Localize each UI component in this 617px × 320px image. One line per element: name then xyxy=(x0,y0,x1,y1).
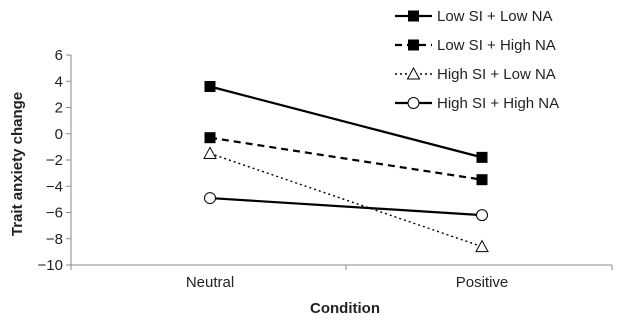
legend: Low SI + Low NA Low SI + High NA High SI +… xyxy=(395,8,559,112)
data-point xyxy=(476,209,488,222)
data-point xyxy=(476,174,488,186)
y-tick-label: −8 xyxy=(46,231,63,248)
series-line xyxy=(209,85,483,159)
data-point xyxy=(203,146,217,159)
y-tick-label: 4 xyxy=(55,73,63,90)
y-tick-label: −2 xyxy=(46,152,63,169)
data-point xyxy=(204,192,216,205)
data-point xyxy=(476,151,488,163)
y-tick-label: 0 xyxy=(55,126,63,143)
data-point xyxy=(475,239,489,253)
y-tick-label: 2 xyxy=(55,100,63,117)
legend-label: Low SI + High NA xyxy=(437,37,556,54)
y-axis-title: Trait anxiety change xyxy=(9,92,26,236)
data-point xyxy=(204,81,216,92)
data-point xyxy=(204,132,216,144)
legend-marker xyxy=(408,39,419,51)
x-tick-label: Neutral xyxy=(186,274,234,291)
plot-area: −10 −8 −6 −4 −2 0 2 4 6 Neutral Positive xyxy=(38,47,613,291)
series-line xyxy=(209,196,483,217)
legend-label: High SI + High NA xyxy=(437,95,559,112)
legend-label: Low SI + Low NA xyxy=(437,8,552,25)
legend-label: High SI + Low NA xyxy=(437,66,556,83)
y-tick-label: −4 xyxy=(46,178,63,195)
y-tick-label: −10 xyxy=(38,257,63,274)
x-tick-label: Positive xyxy=(456,274,509,291)
legend-marker xyxy=(408,10,419,22)
y-tick-label: 6 xyxy=(55,47,63,64)
y-tick-label: −6 xyxy=(46,205,63,222)
x-axis-title: Condition xyxy=(310,300,380,317)
legend-marker xyxy=(407,97,420,109)
series-line xyxy=(209,136,483,181)
legend-marker xyxy=(406,66,421,80)
